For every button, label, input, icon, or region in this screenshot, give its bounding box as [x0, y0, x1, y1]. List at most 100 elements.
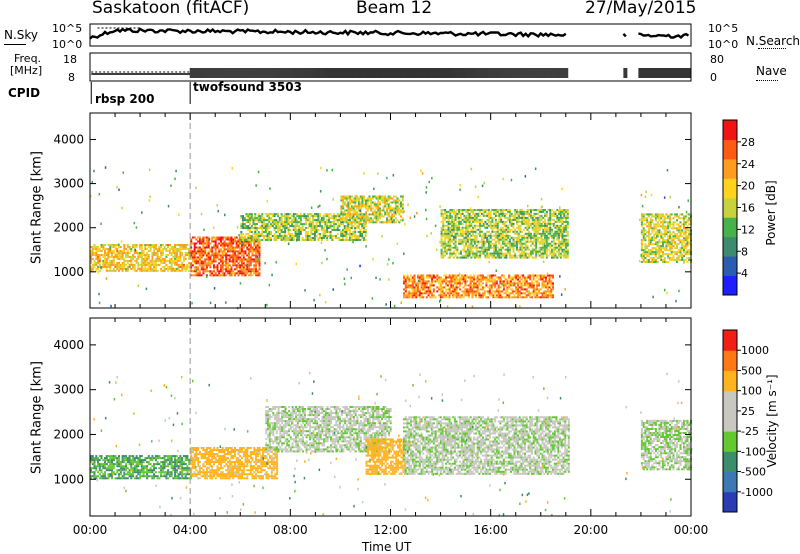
power-cell: [322, 231, 325, 233]
power-cell: [535, 244, 538, 247]
power-cell: [193, 270, 196, 273]
power-cell: [445, 296, 448, 299]
power-cell: [459, 252, 462, 255]
power-cell: [168, 248, 171, 250]
power-cell: [514, 236, 517, 239]
power-cell: [533, 212, 536, 215]
power-cell: [105, 267, 108, 270]
power-cell: [444, 254, 447, 257]
power-cell: [144, 269, 147, 272]
power-cell: [299, 231, 302, 233]
power-cell: [487, 244, 490, 247]
power-cell: [184, 257, 187, 260]
power-cell: [538, 220, 541, 223]
power-cell: [211, 274, 214, 277]
power-cell: [177, 248, 180, 250]
power-cell: [434, 276, 437, 279]
power-cell: [474, 292, 477, 295]
power-cell: [519, 226, 522, 229]
power-cell: [475, 216, 478, 219]
power-cell: [535, 240, 538, 243]
power-cell: [327, 227, 330, 229]
power-cell: [228, 250, 231, 253]
power-cell: [484, 250, 487, 253]
power-cell: [653, 223, 656, 226]
power-cell: [468, 242, 471, 245]
power-cell: [195, 238, 198, 241]
power-cell: [411, 288, 414, 291]
power-cell: [563, 210, 566, 213]
power-cell: [444, 228, 447, 231]
power-cell: [354, 221, 357, 224]
power-cell: [532, 284, 535, 287]
power-cell: [651, 219, 654, 222]
power-cell: [452, 274, 455, 277]
power-cell: [448, 288, 451, 291]
power-cell: [513, 282, 516, 285]
power-cell: [647, 241, 650, 244]
power-cell: [536, 292, 539, 295]
power-cell: [493, 210, 496, 213]
power-cell: [191, 256, 194, 259]
power-cell: [538, 282, 540, 285]
power-cell: [535, 250, 538, 253]
power-cell: [651, 221, 654, 224]
power-cell: [312, 237, 315, 239]
power-cell: [275, 219, 278, 222]
power-cell: [357, 205, 360, 208]
power-cell: [559, 210, 562, 213]
power-cell: [484, 210, 487, 213]
power-cell: [259, 217, 262, 220]
power-cell: [417, 284, 419, 287]
power-cell: [527, 292, 530, 295]
power-cell: [400, 205, 402, 208]
power-cell: [466, 238, 469, 241]
power-cell: [256, 260, 259, 263]
power-cell: [452, 218, 455, 221]
power-cell: [544, 246, 546, 249]
power-cell: [492, 280, 495, 283]
power-cell: [280, 223, 283, 226]
power-cell: [205, 274, 208, 277]
power-cell: [651, 229, 654, 232]
power-cell: [308, 239, 311, 241]
power-cell: [470, 238, 473, 241]
power-cell: [190, 246, 193, 249]
power-cell: [107, 265, 110, 268]
power-cell: [105, 257, 108, 260]
power-cell: [516, 232, 518, 235]
power-cell: [375, 195, 378, 198]
power-cell: [452, 220, 455, 223]
power-cell: [493, 216, 496, 219]
power-cell: [221, 256, 224, 259]
power-cell: [662, 259, 664, 261]
power-cell: [461, 222, 464, 225]
power-cell: [558, 216, 560, 219]
power-cell: [526, 222, 529, 225]
power-cell: [198, 258, 201, 261]
power-cell: [273, 221, 276, 224]
power-cell: [484, 214, 487, 217]
power-cell: [544, 214, 546, 217]
power-cell: [343, 203, 346, 206]
power-cell: [465, 224, 468, 227]
power-cell: [278, 217, 281, 220]
power-cell: [432, 276, 435, 279]
power-cell: [343, 201, 346, 204]
power-cell: [361, 233, 364, 235]
power-cell: [317, 237, 320, 239]
power-cell: [375, 207, 378, 210]
power-cell: [517, 238, 520, 241]
power-cell: [445, 290, 448, 293]
power-cell: [170, 269, 173, 272]
power-cell: [361, 225, 364, 228]
power-cell: [473, 212, 476, 215]
power-cell: [144, 244, 147, 246]
power-cell: [198, 240, 201, 243]
power-cell: [486, 250, 489, 253]
power-cell: [368, 219, 371, 222]
power-cell: [459, 232, 462, 235]
power-cell: [543, 280, 546, 283]
power-cell: [181, 263, 184, 266]
power-cell: [524, 242, 527, 245]
